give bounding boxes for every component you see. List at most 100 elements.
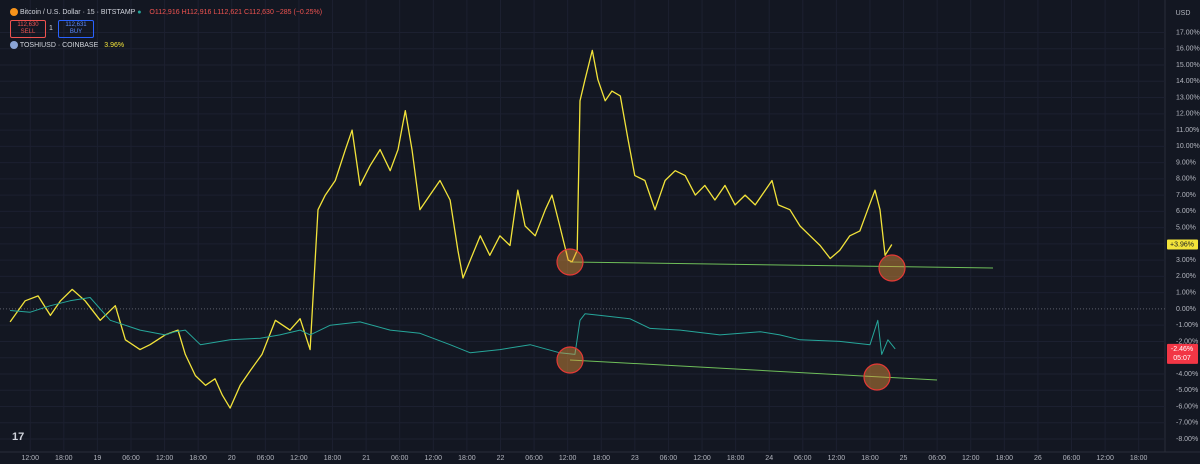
sell-price: 112,630 [17,22,39,28]
buy-label: BUY [69,29,83,35]
x-tick-label: 06:00 [525,455,543,462]
ohlc: −285 (−0.25%) [275,8,323,16]
y-tick-label: 15.00% [1176,62,1200,69]
buy-button[interactable]: 112,631 BUY [58,20,94,38]
x-tick-label: 06:00 [391,455,409,462]
sell-label: SELL [20,29,36,35]
countdown: 05:07 [1173,355,1191,362]
y-tick-label: 7.00% [1176,192,1196,199]
y-tick-label: -7.00% [1176,420,1198,427]
price-tag-label: -2.46% [1171,346,1193,353]
x-tick-label: 18:00 [861,455,879,462]
x-tick-label: 21 [362,455,370,462]
x-tick-label: 12:00 [962,455,980,462]
y-tick-label: 5.00% [1176,224,1196,231]
x-tick-label: 22 [497,455,505,462]
highlight-circle [878,254,906,282]
highlight-circle [863,363,891,391]
symbol-title: Bitcoin / U.S. Dollar · 15 · BITSTAMP [19,8,136,16]
x-tick-label: 12:00 [21,455,39,462]
y-tick-label: -1.00% [1176,322,1198,329]
y-tick-label: 1.00% [1176,290,1196,297]
y-tick-label: 11.00% [1176,127,1199,134]
y-tick-label: 14.00% [1176,78,1200,85]
y-tick-label: 3.00% [1176,257,1196,264]
x-tick-label: 06:00 [794,455,812,462]
highlight-circles [556,248,906,391]
x-tick-label: 23 [631,455,639,462]
price-tag [1167,239,1198,250]
x-tick-label: 12:00 [559,455,577,462]
x-tick-label: 12:00 [290,455,308,462]
trend-line [569,359,938,381]
y-tick-label: 16.00% [1176,46,1200,53]
y-tick-label: 0.00% [1176,306,1196,313]
x-tick-label: 24 [765,455,773,462]
grid [0,0,1165,452]
ohlc: O112,916 [149,8,180,16]
quantity: 1 [49,25,53,32]
legend-row: Bitcoin / U.S. Dollar · 15 · BITSTAMP ● … [10,8,322,16]
highlight-circle [556,346,584,374]
ohlc: L112,621 [213,8,243,16]
trend-line [569,261,994,269]
x-tick-label: 26 [1034,455,1042,462]
y-tick-label: -5.00% [1176,387,1198,394]
x-tick-label: 12:00 [828,455,846,462]
x-tick-label: 12:00 [156,455,174,462]
x-tick-label: 18:00 [996,455,1014,462]
y-tick-label: -2.00% [1176,338,1198,345]
x-tick-label: 18:00 [1130,455,1148,462]
btc-icon [10,8,18,16]
buy-price: 112,631 [65,22,87,28]
y-tick-label: 2.00% [1176,273,1196,280]
axes: 17.00% 16.00% 15.00% 14.00% 13.00% 12.00% 11.0… [21,29,1199,461]
y-tick-label: -6.00% [1176,403,1198,410]
x-tick-label: 18:00 [458,455,476,462]
x-tick-label: 06:00 [1063,455,1081,462]
compare-legend: TOSHIUSD · COINBASE 3.96% [10,41,124,49]
annotations [569,261,994,381]
y-tick-label: 17.00% [1176,29,1200,36]
toshi-icon [10,41,18,49]
x-tick-label: 18:00 [189,455,207,462]
x-tick-label: 20 [228,455,236,462]
y-tick-label: 6.00% [1176,208,1196,215]
y-tick-label: 13.00% [1176,94,1200,101]
logo: 17 [12,431,24,443]
series-lines [9,49,896,409]
y-tick-label: 8.00% [1176,176,1196,183]
x-tick-label: 12:00 [425,455,443,462]
x-tick-label: 12:00 [693,455,711,462]
x-tick-label: 25 [900,455,908,462]
currency: USD [1176,10,1191,17]
y-tick-label: 10.00% [1176,143,1200,150]
legend-value: 3.96% [104,41,125,49]
x-tick-label: 06:00 [257,455,275,462]
y-tick-label: 9.00% [1176,159,1196,166]
ohlc: H112,916 [181,8,212,16]
x-tick-label: 18:00 [55,455,73,462]
price-tag [1167,343,1198,364]
series-line [10,297,896,355]
y-tick-label: -8.00% [1176,436,1198,443]
x-tick-label: 12:00 [1096,455,1114,462]
x-tick-label: 06:00 [660,455,678,462]
ohlc: C112,630 [244,8,274,16]
x-tick-label: 18:00 [592,455,610,462]
x-tick-label: 06:00 [122,455,140,462]
x-tick-label: 19 [94,455,102,462]
legend-name: TOSHIUSD · COINBASE [19,41,99,49]
y-tick-label: 12.00% [1176,111,1200,118]
sell-button[interactable]: 112,630 SELL [10,20,46,38]
highlight-circle [556,248,584,276]
price-tag-label: +3.96% [1170,241,1194,248]
series-line [9,49,893,409]
x-tick-label: 18:00 [324,455,342,462]
y-tick-label: -4.00% [1176,371,1198,378]
x-tick-label: 06:00 [928,455,946,462]
x-tick-label: 18:00 [727,455,745,462]
